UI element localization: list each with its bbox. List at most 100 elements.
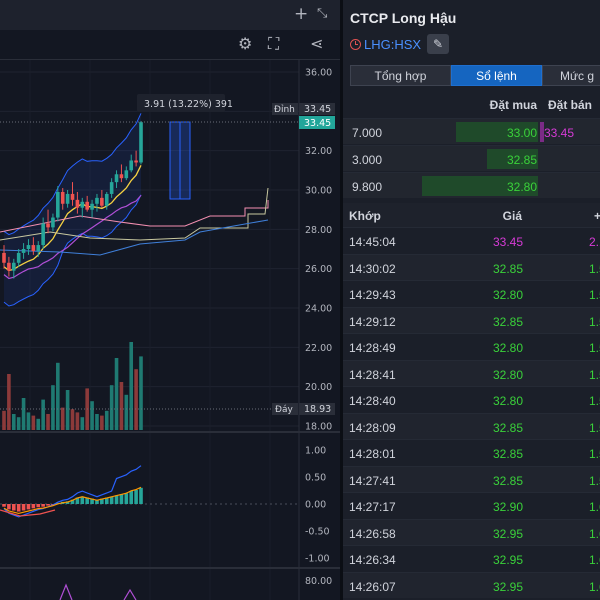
- volume-bar: [60, 407, 65, 430]
- trade-row[interactable]: 14:27:17 32.90 1.6: [343, 492, 600, 519]
- candle: [21, 243, 26, 259]
- edit-symbol-button[interactable]: ✎: [427, 34, 450, 54]
- trade-price: 32.80: [492, 394, 523, 408]
- trade-change: 1.5: [589, 473, 600, 488]
- macd-bar: [46, 504, 50, 506]
- bollinger-lower-line: [3, 194, 142, 307]
- volume-bar: [80, 417, 85, 430]
- trade-time: 14:30:02: [349, 261, 396, 276]
- add-icon[interactable]: +: [294, 4, 309, 24]
- volume-bar: [109, 385, 114, 430]
- candle: [16, 249, 21, 267]
- price-axis-tick: 26.00: [305, 264, 332, 275]
- clock-icon: [350, 38, 361, 50]
- bid-price: 32.85: [506, 153, 537, 167]
- trade-time: 14:27:17: [349, 500, 396, 514]
- trade-row[interactable]: 14:28:01 32.85 1.5: [343, 439, 600, 466]
- panel-divider[interactable]: [340, 0, 343, 600]
- bid-depth-bar: [456, 122, 538, 142]
- trade-row[interactable]: 14:27:41 32.85 1.5: [343, 465, 600, 492]
- macd-bar: [21, 504, 26, 511]
- low-label: Đáy: [275, 405, 293, 415]
- trade-time: 14:28:01: [349, 447, 396, 461]
- trade-time: 14:26:58: [349, 526, 396, 541]
- macd-bar: [139, 487, 143, 504]
- volume-bar: [26, 412, 31, 430]
- trade-row[interactable]: 14:26:07 32.95 1.6: [343, 571, 600, 598]
- pencil-icon: ✎: [433, 37, 444, 51]
- measure-label-box: [137, 94, 225, 112]
- low-value-tag: [299, 403, 335, 415]
- macd-bar: [7, 504, 11, 510]
- low-label-tag: [272, 403, 298, 415]
- cloud-line-a: [0, 200, 269, 233]
- moving-average-slow-line: [3, 195, 142, 280]
- trade-price: 32.95: [492, 526, 523, 541]
- trade-row[interactable]: 14:26:34 32.95 1.6: [343, 545, 600, 572]
- macd-bar: [26, 504, 31, 510]
- chart-panel[interactable]: + ⤡ ⚙ ⛶ ⋖ 3.91 (13.22%) 391: [0, 0, 340, 600]
- collapse-icon[interactable]: ⤡: [317, 6, 328, 21]
- panel-tabs: Tổng hợp Sổ lệnh Mức g: [350, 65, 600, 86]
- trade-change: 1.6: [589, 553, 600, 567]
- order-book-row[interactable]: 9.800 32.80: [343, 172, 600, 198]
- macd-bar: [75, 497, 80, 504]
- macd-bar: [95, 499, 99, 504]
- trade-price: 32.85: [492, 447, 523, 461]
- trade-change: 1.6: [589, 526, 600, 541]
- volume-bar: [114, 358, 119, 430]
- trade-row[interactable]: 14:28:41 32.80 1.5: [343, 359, 600, 386]
- volume-bar: [70, 409, 75, 430]
- candle: [80, 197, 85, 218]
- macd-bar: [100, 498, 104, 504]
- macd-bar: [134, 489, 138, 504]
- order-book-row[interactable]: 7.000 33.00 33.45: [343, 118, 600, 144]
- price-axis-ticks: 36.0034.0032.0030.0028.0026.0024.0022.00…: [305, 68, 332, 588]
- ask-price: 33.45: [544, 126, 575, 140]
- candle: [90, 199, 94, 218]
- bid-volume: 7.000: [352, 126, 383, 140]
- tab-order-book[interactable]: Sổ lệnh: [451, 65, 542, 86]
- symbol-link[interactable]: LHG:HSX: [364, 36, 422, 52]
- bid-depth-bar: [422, 176, 538, 196]
- trade-row[interactable]: 14:29:43 32.80 1.5: [343, 280, 600, 307]
- trade-row[interactable]: 14:29:12 32.85 1.5: [343, 306, 600, 333]
- candle: [51, 213, 55, 232]
- settings-gear-icon[interactable]: ⚙: [238, 34, 253, 53]
- price-axis-tick: 24.00: [305, 304, 332, 315]
- tab-summary[interactable]: Tổng hợp: [350, 65, 451, 86]
- price-axis-tick: 18.00: [305, 422, 332, 433]
- volume-bar: [119, 382, 124, 430]
- trade-price: 32.85: [492, 420, 523, 435]
- trade-row[interactable]: 14:30:02 32.85 1.5: [343, 253, 600, 280]
- tab-price-level[interactable]: Mức g: [542, 65, 600, 86]
- candle: [2, 245, 6, 269]
- price-chart[interactable]: 3.91 (13.22%) 391 36.0034.0032.0030.0028…: [0, 0, 340, 600]
- ask-depth-bar: [540, 122, 544, 142]
- volume-bar: [46, 414, 50, 430]
- price-axis-tick: 36.00: [305, 68, 332, 79]
- volume-bar: [104, 410, 109, 430]
- trade-row[interactable]: 14:28:40 32.80 1.5: [343, 386, 600, 413]
- trade-row[interactable]: 14:28:49 32.80 1.5: [343, 333, 600, 360]
- share-icon[interactable]: ⋖: [310, 34, 324, 53]
- volume-bar: [2, 410, 6, 430]
- trade-time: 14:29:43: [349, 288, 396, 302]
- price-header: Giá: [502, 209, 522, 223]
- trade-change: 1.5: [589, 341, 600, 355]
- trade-time: 14:45:04: [349, 235, 396, 249]
- order-book-row[interactable]: 3.000 32.85: [343, 145, 600, 171]
- candle: [75, 191, 80, 214]
- trade-row[interactable]: 14:45:04 33.45 2.1: [343, 227, 600, 254]
- trade-row[interactable]: 14:26:58 32.95 1.6: [343, 518, 600, 545]
- trade-time: 14:28:49: [349, 341, 396, 355]
- candle: [70, 182, 75, 206]
- indicator-axis-tick: -0.50: [305, 527, 330, 538]
- candle: [104, 191, 109, 210]
- trade-price: 32.95: [492, 579, 523, 594]
- trade-change: 1.5: [589, 367, 600, 382]
- trade-row[interactable]: 14:28:09 32.85 1.5: [343, 412, 600, 439]
- fullscreen-icon[interactable]: ⛶: [268, 34, 280, 53]
- macd-bar: [129, 491, 134, 504]
- trade-price: 32.80: [492, 341, 523, 355]
